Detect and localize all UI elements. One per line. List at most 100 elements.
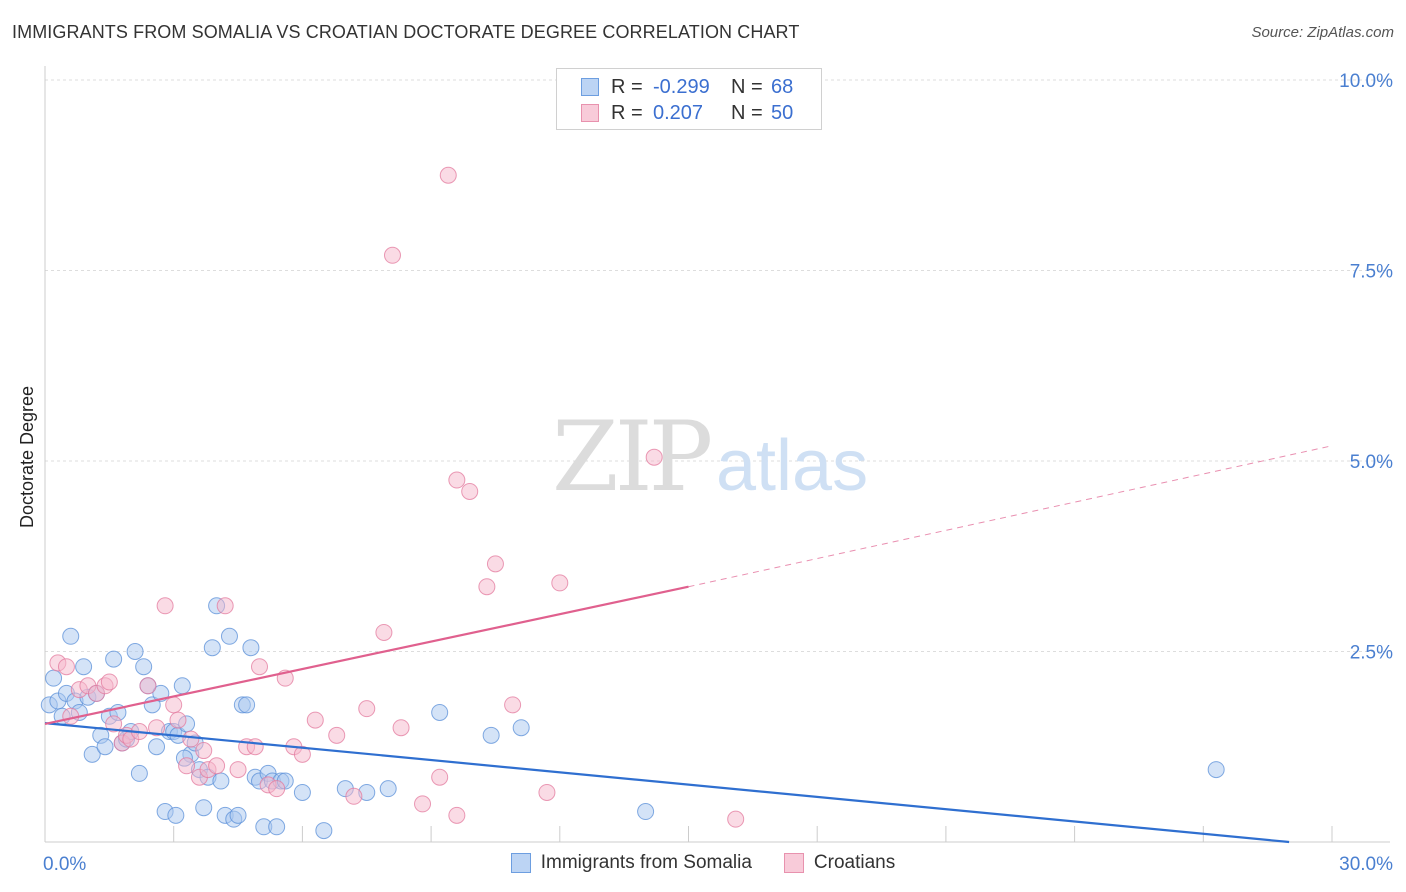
somalia-point bbox=[315, 822, 333, 840]
somalia-trend-line bbox=[44, 722, 1290, 844]
legend-n-label: N = bbox=[731, 75, 763, 98]
croatian-point bbox=[504, 696, 522, 714]
legend-row-croatian: R = 0.207 N = 50 bbox=[581, 100, 793, 126]
stats-legend: R = -0.299 N = 68 R = 0.207 N = 50 bbox=[556, 68, 822, 130]
croatian-point bbox=[383, 246, 401, 264]
somalia-point bbox=[268, 818, 286, 836]
legend-n-label: N = bbox=[731, 101, 763, 124]
somalia-point bbox=[173, 677, 191, 695]
series-somalia-points bbox=[40, 597, 1225, 840]
somalia-point bbox=[148, 738, 166, 756]
somalia-point bbox=[105, 650, 123, 668]
somalia-point bbox=[126, 643, 144, 660]
legend-item-somalia[interactable]: Immigrants from Somalia bbox=[510, 852, 752, 874]
chart-source: Source: ZipAtlas.com bbox=[1251, 24, 1394, 41]
series-legend: Immigrants from Somalia Croatians bbox=[0, 852, 1406, 874]
trend-lines bbox=[44, 445, 1333, 844]
somalia-point bbox=[379, 780, 397, 798]
legend-swatch-somalia bbox=[581, 78, 599, 96]
watermark: ZIP atlas bbox=[552, 401, 868, 513]
croatian-point bbox=[328, 726, 346, 744]
legend-row-somalia: R = -0.299 N = 68 bbox=[581, 74, 793, 100]
croatian-point bbox=[645, 448, 663, 466]
legend-r-label: R = bbox=[611, 75, 643, 98]
legend-label-somalia: Immigrants from Somalia bbox=[540, 852, 752, 873]
croatian-trend-line bbox=[44, 585, 689, 725]
legend-swatch-croatian bbox=[581, 104, 599, 122]
croatian-point bbox=[251, 658, 268, 676]
croatian-point bbox=[431, 768, 449, 786]
croatian-point bbox=[486, 555, 504, 573]
somalia-point bbox=[229, 806, 247, 824]
croatian-point bbox=[461, 482, 479, 500]
croatian-point bbox=[293, 745, 311, 763]
y-tick-label: 7.5% bbox=[1350, 262, 1393, 283]
croatian-point bbox=[414, 795, 432, 813]
croatian-point bbox=[358, 700, 376, 718]
somalia-point bbox=[135, 658, 153, 676]
y-tick-label: 2.5% bbox=[1350, 643, 1393, 664]
croatian-point bbox=[448, 806, 466, 824]
croatian-point bbox=[345, 787, 363, 805]
croatian-point bbox=[195, 742, 213, 760]
somalia-point bbox=[431, 703, 449, 721]
chart-title: IMMIGRANTS FROM SOMALIA VS CROATIAN DOCT… bbox=[12, 22, 800, 42]
somalia-point bbox=[83, 745, 101, 763]
croatian-point bbox=[448, 471, 466, 489]
croatian-point bbox=[57, 658, 75, 676]
croatian-point bbox=[100, 673, 118, 691]
croatian-point bbox=[148, 719, 166, 737]
somalia-point bbox=[512, 719, 530, 737]
croatian-point bbox=[229, 761, 247, 779]
somalia-point bbox=[212, 772, 230, 790]
somalia-point bbox=[220, 627, 238, 645]
legend-n-value: 68 bbox=[771, 75, 794, 98]
legend-swatch-croatian bbox=[783, 853, 804, 873]
croatian-point bbox=[538, 783, 556, 801]
croatian-point bbox=[208, 757, 226, 775]
y-tick-label: 5.0% bbox=[1350, 452, 1393, 473]
somalia-point bbox=[167, 806, 185, 824]
watermark-zip: ZIP bbox=[552, 401, 711, 513]
x-tick-label: 30.0% bbox=[1339, 854, 1393, 875]
axis-labels: 2.5% 5.0% 7.5% 10.0% 0.0% 30.0% bbox=[43, 71, 1393, 875]
croatian-point bbox=[156, 597, 174, 615]
somalia-point bbox=[482, 726, 500, 744]
somalia-point bbox=[242, 639, 260, 657]
croatian-point bbox=[105, 715, 123, 733]
croatian-point bbox=[216, 597, 234, 615]
legend-swatch-somalia bbox=[510, 853, 531, 873]
croatian-point bbox=[306, 711, 324, 729]
somalia-point bbox=[130, 764, 148, 782]
croatian-point bbox=[178, 757, 196, 775]
watermark-atlas: atlas bbox=[716, 426, 868, 506]
somalia-point bbox=[637, 803, 655, 821]
somalia-point bbox=[62, 627, 80, 645]
somalia-point bbox=[75, 658, 93, 676]
croatian-point bbox=[478, 578, 496, 596]
croatian-point bbox=[727, 810, 745, 828]
croatian-point bbox=[139, 677, 157, 695]
legend-r-label: R = bbox=[611, 101, 643, 124]
x-tick-label: 0.0% bbox=[43, 854, 86, 875]
croatian-point bbox=[165, 696, 183, 714]
croatian-point bbox=[169, 711, 187, 729]
y-axis-title: Doctorate Degree bbox=[17, 386, 37, 528]
somalia-point bbox=[203, 639, 221, 657]
somalia-point bbox=[195, 799, 213, 817]
somalia-point bbox=[96, 738, 114, 756]
croatian-point bbox=[375, 623, 393, 641]
legend-item-croatian[interactable]: Croatians bbox=[783, 852, 896, 874]
legend-r-value: -0.299 bbox=[653, 75, 710, 98]
croatian-point bbox=[268, 780, 286, 798]
y-tick-label: 10.0% bbox=[1339, 71, 1393, 92]
croatian-point bbox=[182, 730, 200, 748]
croatian-point bbox=[392, 719, 410, 737]
legend-n-value: 50 bbox=[771, 101, 794, 124]
somalia-point bbox=[1207, 761, 1225, 779]
somalia-point bbox=[293, 783, 311, 801]
legend-label-croatian: Croatians bbox=[813, 852, 896, 873]
somalia-point bbox=[45, 669, 63, 687]
somalia-point bbox=[238, 696, 256, 714]
croatian-point bbox=[246, 738, 264, 756]
